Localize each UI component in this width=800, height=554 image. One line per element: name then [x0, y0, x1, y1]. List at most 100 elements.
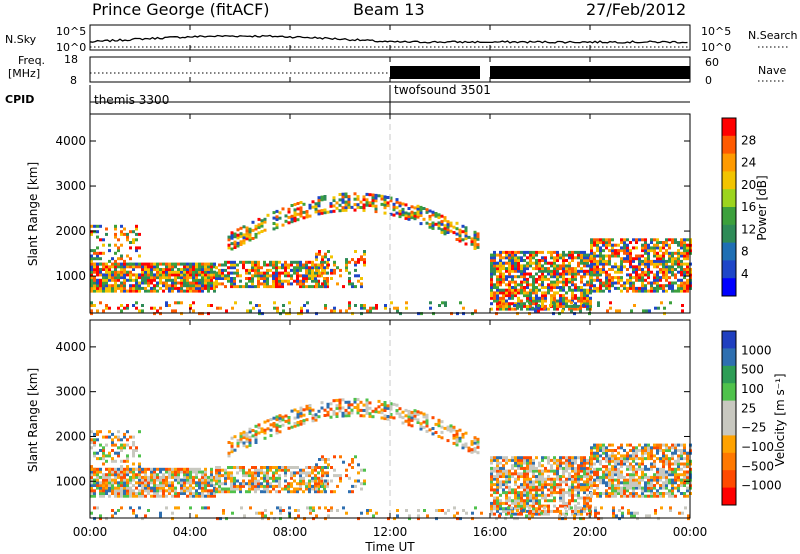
echo-cell — [210, 281, 213, 285]
echo-cell — [538, 488, 541, 492]
echo-cell — [650, 484, 653, 487]
freq-trace-twofsound-b — [490, 66, 690, 79]
echo-cell — [671, 254, 674, 258]
echo-cell — [156, 284, 159, 288]
echo-cell — [278, 211, 282, 215]
echo-cell — [668, 489, 671, 493]
echo-cell — [324, 252, 327, 256]
echo-cell — [192, 281, 195, 285]
echo-cell — [493, 466, 496, 470]
echo-cell — [300, 312, 303, 316]
echo-cell — [287, 484, 290, 488]
echo-cell — [150, 268, 153, 271]
echo-cell — [490, 466, 493, 470]
echo-cell — [266, 419, 270, 423]
echo-cell — [464, 237, 468, 241]
echo-cell — [577, 253, 580, 257]
echo-cell — [541, 256, 544, 260]
echo-cell — [290, 482, 293, 486]
echo-cell — [341, 206, 345, 210]
echo-cell — [473, 241, 477, 245]
echo-cell — [629, 286, 632, 290]
echo-cell — [416, 212, 420, 216]
echo-cell — [195, 475, 198, 479]
echo-cell — [120, 265, 123, 269]
echo-cell — [608, 273, 611, 277]
echo-cell — [416, 410, 420, 414]
echo-cell — [123, 273, 126, 277]
echo-cell — [96, 481, 99, 485]
echo-cell — [138, 506, 141, 510]
echo-cell — [278, 271, 281, 275]
echo-cell — [511, 464, 514, 468]
echo-cell — [239, 484, 242, 488]
echo-cell — [620, 238, 623, 242]
echo-cell — [305, 404, 309, 408]
echo-cell — [123, 281, 126, 285]
echo-cell — [586, 259, 589, 262]
echo-cell — [269, 418, 273, 421]
echo-cell — [326, 210, 330, 214]
echo-cell — [299, 211, 303, 215]
echo-cell — [559, 485, 562, 489]
echo-cell — [183, 473, 186, 477]
echo-cell — [147, 509, 150, 512]
echo-cell — [279, 506, 282, 510]
echo-cell — [368, 193, 372, 197]
echo-cell — [260, 219, 264, 223]
echo-cell — [502, 483, 505, 487]
echo-cell — [526, 304, 529, 308]
echo-cell — [490, 286, 493, 289]
echo-cell — [493, 477, 496, 481]
echo-cell — [260, 266, 263, 270]
echo-cell — [248, 271, 251, 275]
echo-cell — [150, 278, 153, 282]
echo-cell — [260, 224, 264, 228]
echo-cell — [413, 411, 417, 415]
echo-cell — [248, 435, 252, 439]
echo-cell — [520, 496, 523, 500]
echo-cell — [583, 275, 586, 279]
echo-cell — [273, 301, 276, 305]
echo-cell — [284, 271, 287, 275]
echo-cell — [593, 484, 596, 487]
echo-cell — [599, 462, 602, 466]
echo-cell — [293, 422, 297, 425]
echo-cell — [589, 477, 592, 481]
echo-cell — [605, 489, 608, 493]
echo-cell — [514, 499, 517, 503]
echo-cell — [437, 224, 441, 228]
echo-cell — [677, 259, 680, 263]
echo-cell — [359, 414, 363, 418]
echo-cell — [596, 238, 599, 242]
echo-cell — [287, 490, 290, 494]
echo-cell — [611, 268, 614, 271]
echo-cell — [523, 493, 526, 497]
echo-cell — [517, 477, 520, 481]
echo-cell — [535, 294, 538, 298]
echo-cell — [659, 484, 662, 487]
echo-cell — [505, 491, 508, 495]
echo-cell — [583, 302, 586, 306]
echo-cell — [266, 468, 269, 472]
echo-cell — [144, 475, 147, 479]
echo-cell — [614, 286, 617, 290]
echo-cell — [162, 281, 165, 285]
echo-cell — [644, 243, 647, 247]
echo-cell — [514, 283, 517, 287]
echo-cell — [586, 288, 589, 292]
echo-cell — [508, 286, 511, 289]
echo-cell — [305, 474, 308, 478]
echo-cell — [547, 493, 550, 497]
echo-cell — [535, 304, 538, 308]
echo-cell — [419, 411, 423, 415]
echo-cell — [129, 494, 132, 498]
echo-cell — [687, 517, 690, 521]
echo-cell — [317, 476, 320, 480]
echo-cell — [538, 288, 541, 292]
echo-cell — [102, 492, 105, 495]
echo-cell — [570, 309, 573, 313]
echo-cell — [653, 276, 656, 280]
echo-cell — [490, 283, 493, 287]
echo-cell — [344, 208, 348, 212]
